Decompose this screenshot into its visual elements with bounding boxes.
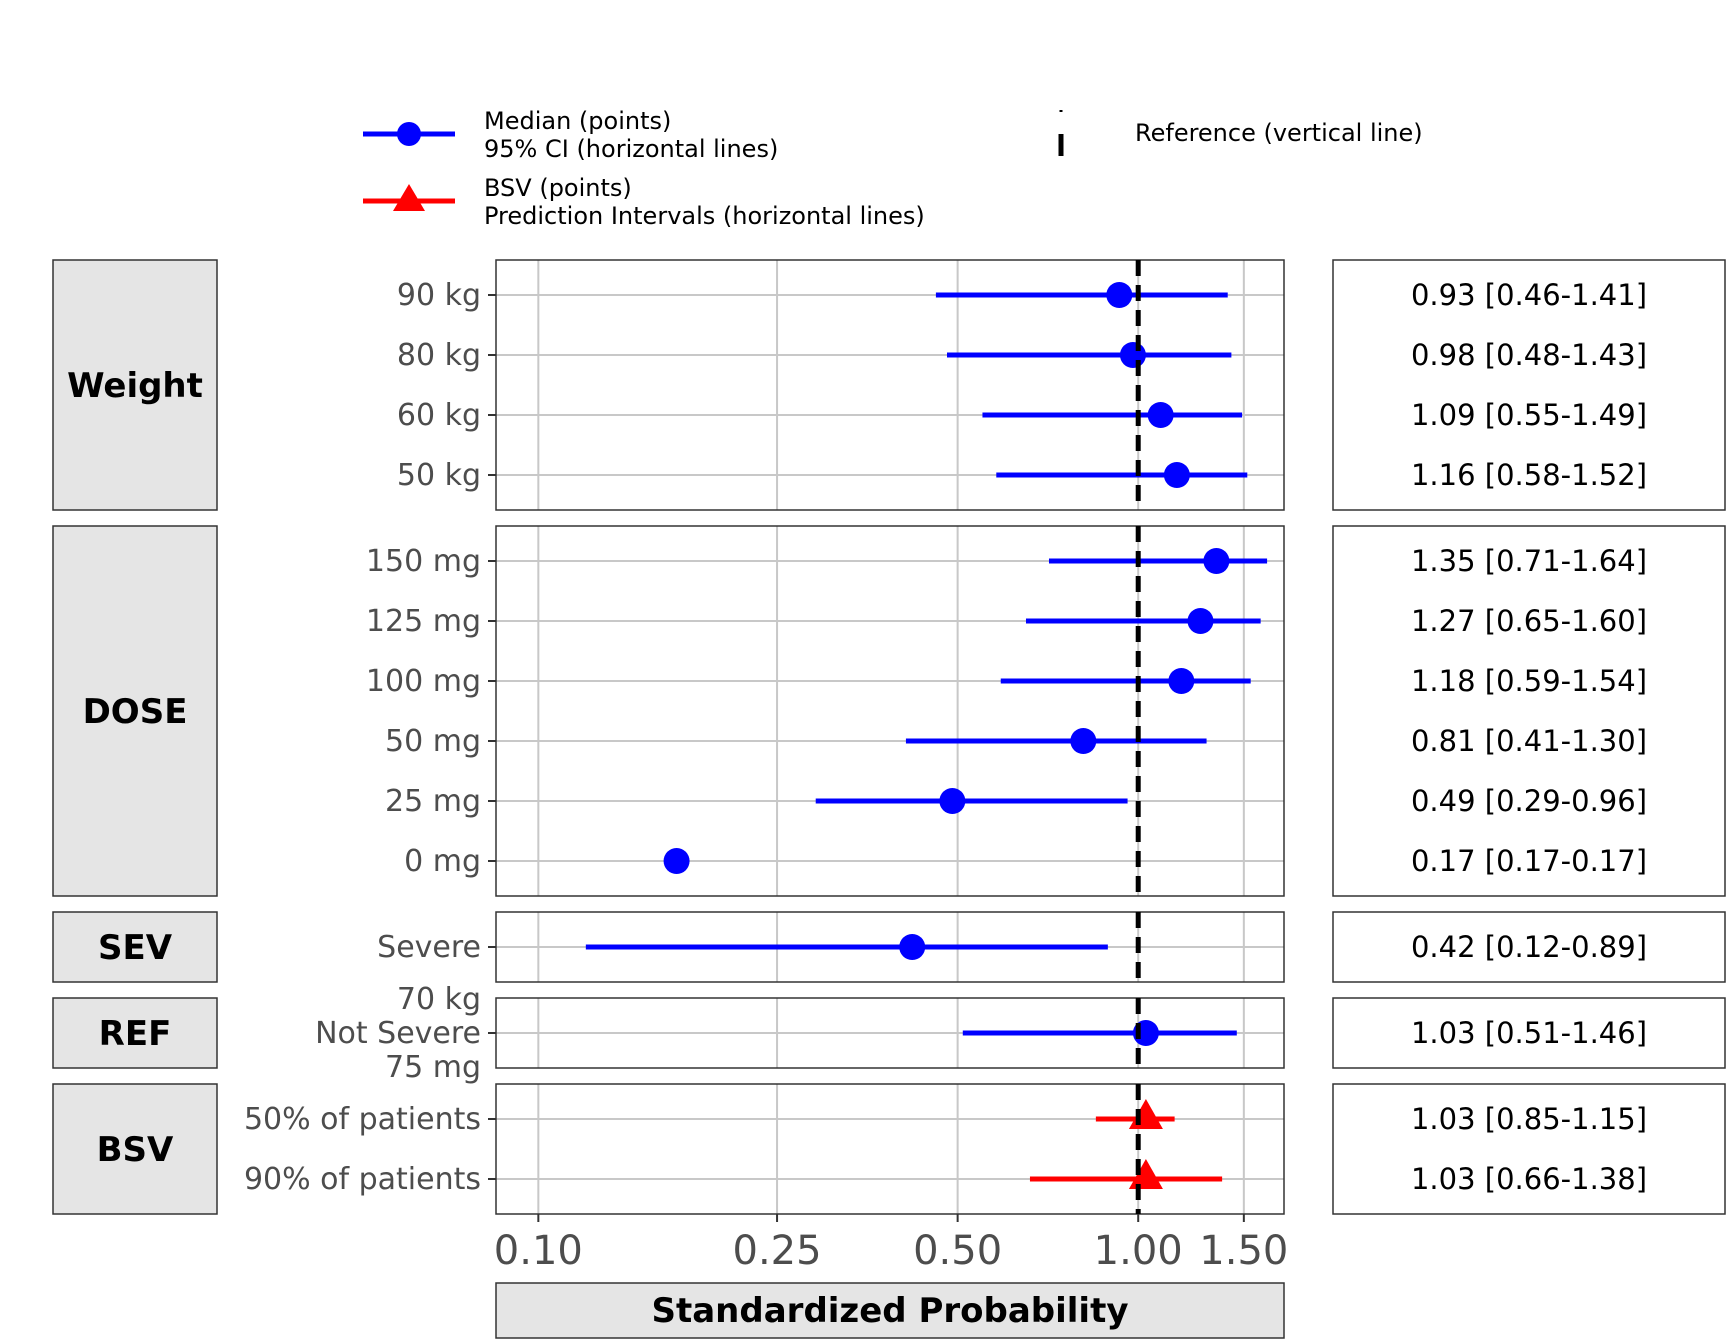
row-label: Severe [377, 930, 481, 965]
row-label: 0 mg [404, 844, 481, 879]
value-label: 1.03 [0.85-1.15] [1411, 1102, 1647, 1136]
value-label: 0.42 [0.12-0.89] [1411, 930, 1647, 964]
facet-strip [52, 911, 218, 983]
plot-panel [496, 1084, 1284, 1214]
facet-label: BSV [97, 1130, 174, 1170]
facet-label: SEV [98, 928, 173, 968]
row-label: 50% of patients [244, 1102, 481, 1137]
row-label: 90 kg [397, 278, 481, 313]
median-point [1106, 282, 1133, 308]
plot-panel [496, 526, 1284, 896]
value-label: 1.03 [0.51-1.46] [1411, 1016, 1647, 1050]
row-label: 150 mg [366, 544, 481, 579]
value-label: 0.98 [0.48-1.43] [1411, 338, 1647, 372]
plot-area: Weight 90 kg 0.93 [0.46-1.41] 80 kg 0.98 [0.… [52, 259, 1726, 1274]
row-label: Not Severe [315, 1016, 481, 1051]
plot-panel-border [495, 997, 1285, 1069]
median-point [1119, 342, 1146, 368]
row-label: 75 mg [385, 1050, 481, 1085]
value-panel [1332, 525, 1726, 897]
x-tick-label: 0.10 [494, 1228, 583, 1274]
median-point [939, 788, 966, 814]
legend-median-key [363, 122, 455, 146]
facet-label: Weight [67, 366, 203, 406]
facet-label: REF [99, 1014, 172, 1054]
row-label: 80 kg [397, 338, 481, 373]
facet-strip [52, 997, 218, 1069]
row-label: 25 mg [385, 784, 481, 819]
value-label: 1.16 [0.58-1.52] [1411, 458, 1647, 492]
legend-bsv-point [393, 184, 425, 211]
x-tick-label: 0.50 [913, 1228, 1002, 1274]
x-tick-label: 0.25 [733, 1228, 822, 1274]
x-tick-label: 1.50 [1199, 1228, 1288, 1274]
legend-bsv-line1: BSV (points) [484, 174, 632, 202]
plot-panel-border [495, 259, 1285, 511]
legend-median-line1: Median (points) [484, 107, 671, 135]
median-point [1168, 668, 1195, 694]
bsv-point [1128, 1159, 1163, 1189]
legend: Median (points) 95% CI (horizontal lines… [363, 107, 1423, 230]
plot-panel-border [495, 1083, 1285, 1215]
value-label: 0.93 [0.46-1.41] [1411, 278, 1647, 312]
median-point [1070, 728, 1097, 754]
x-axis-title-strip [495, 1282, 1285, 1339]
plot-panel [496, 260, 1284, 510]
row-label: 125 mg [366, 604, 481, 639]
row-label: 50 mg [385, 724, 481, 759]
value-panel [1332, 259, 1726, 511]
median-point [1187, 608, 1214, 634]
value-label: 1.03 [0.66-1.38] [1411, 1162, 1647, 1196]
plot-panel-border [495, 525, 1285, 897]
legend-median-line2: 95% CI (horizontal lines) [484, 135, 778, 163]
value-label: 0.17 [0.17-0.17] [1411, 844, 1647, 878]
x-tick-label: 1.00 [1094, 1228, 1183, 1274]
median-point [1163, 462, 1190, 488]
value-panel [1332, 911, 1726, 983]
value-label: 0.49 [0.29-0.96] [1411, 784, 1647, 818]
facet-strip [52, 259, 218, 511]
value-label: 1.18 [0.59-1.54] [1411, 664, 1647, 698]
legend-median-point [397, 122, 421, 146]
facet-strip [52, 1083, 218, 1215]
plot-panel-border [495, 911, 1285, 983]
value-label: 1.27 [0.65-1.60] [1411, 604, 1647, 638]
facet-label: DOSE [83, 692, 188, 732]
legend-bsv-key [363, 184, 455, 211]
value-label: 1.35 [0.71-1.64] [1411, 544, 1647, 578]
value-panel [1332, 1083, 1726, 1215]
row-label: 60 kg [397, 398, 481, 433]
legend-bsv-line2: Prediction Intervals (horizontal lines) [484, 202, 925, 230]
median-point [1203, 548, 1230, 574]
median-point [663, 848, 690, 874]
value-panel [1332, 997, 1726, 1069]
facet-strip [52, 525, 218, 897]
x-axis-title-text: Standardized Probability [652, 1291, 1129, 1331]
median-point [1147, 402, 1174, 428]
median-point [899, 934, 926, 960]
row-label: 50 kg [397, 458, 481, 493]
x-axis-title: Standardized Probability [495, 1282, 1285, 1339]
value-label: 0.81 [0.41-1.30] [1411, 724, 1647, 758]
value-label: 1.09 [0.55-1.49] [1411, 398, 1647, 432]
row-label: 90% of patients [244, 1162, 481, 1197]
legend-reference-label: Reference (vertical line) [1135, 119, 1423, 147]
row-label: 70 kg [397, 982, 481, 1017]
row-label: 100 mg [366, 664, 481, 699]
